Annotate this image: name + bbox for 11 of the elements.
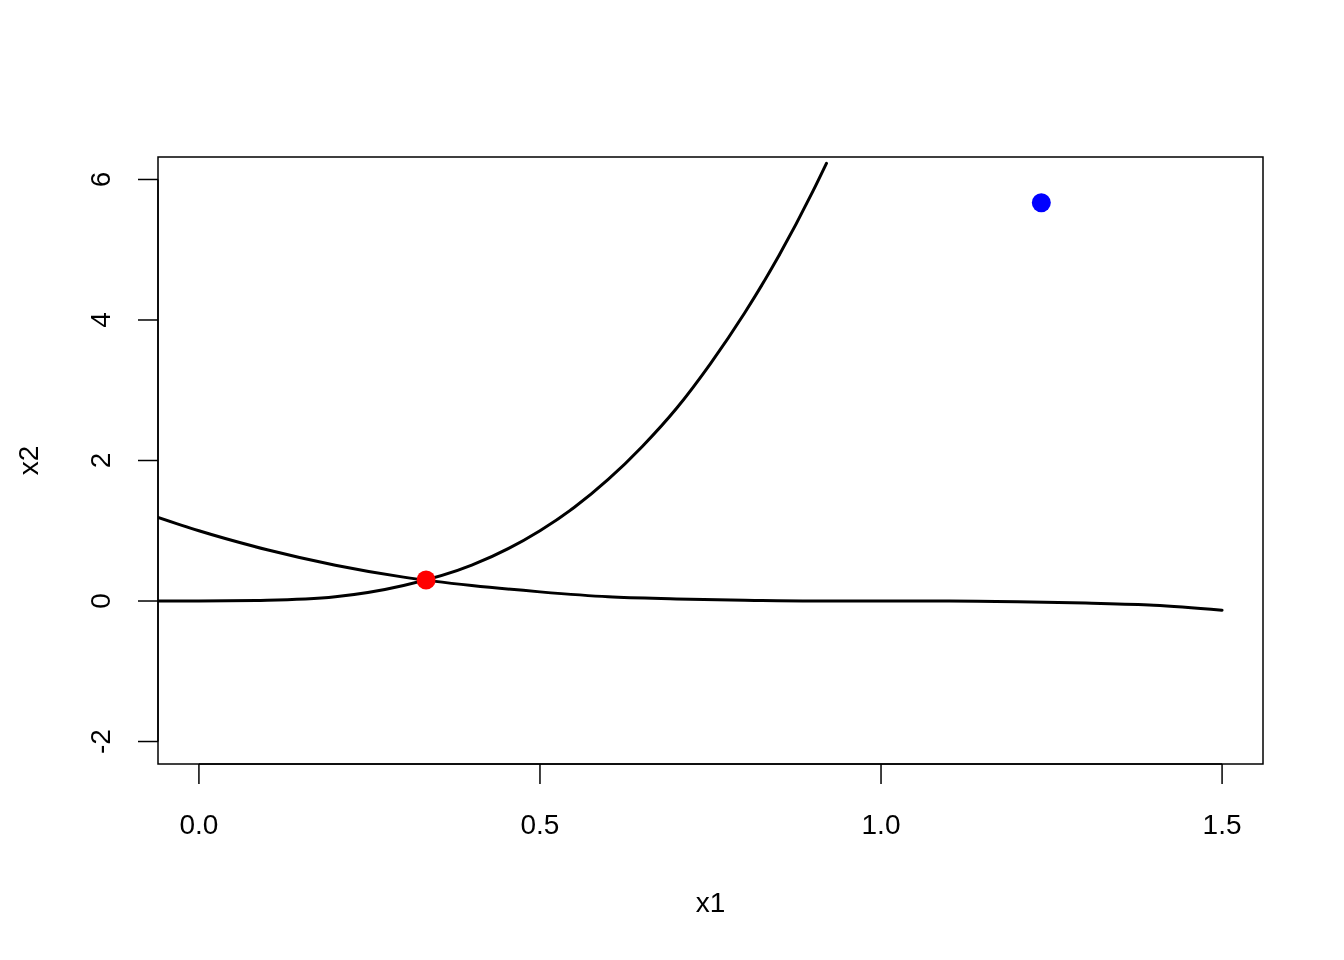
x-tick-label: 1.5: [1202, 809, 1242, 840]
x-axis-title: x1: [695, 887, 726, 918]
x-tick-label: 0.0: [179, 809, 219, 840]
y-tick-label: 0: [85, 593, 116, 609]
x-tick-label: 0.5: [520, 809, 560, 840]
y-axis-title: x2: [13, 445, 44, 476]
y-tick-label: 4: [85, 312, 116, 328]
x-tick-label: 1.0: [861, 809, 901, 840]
y-tick-label: 2: [85, 452, 116, 469]
y-tick-label: 6: [85, 171, 116, 188]
y-tick-label: -2: [85, 729, 116, 754]
